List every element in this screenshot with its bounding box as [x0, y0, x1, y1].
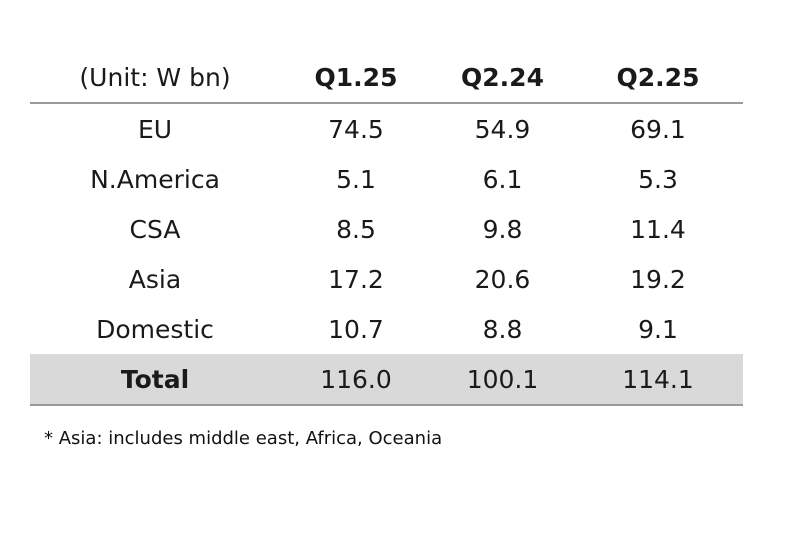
table-cell: 11.4: [630, 214, 686, 244]
table-cell: 69.1: [630, 114, 686, 144]
table-cell: 6.1: [482, 164, 523, 194]
total-row: Total 116.0 100.1 114.1: [30, 354, 743, 404]
column-header-q1-25: Q1.25: [314, 62, 398, 92]
table-cell: 8.8: [482, 314, 523, 344]
table-cell: 9.1: [638, 314, 678, 344]
table-row: CSA 8.5 9.8 11.4: [30, 204, 743, 254]
column-header-q2-25: Q2.25: [616, 62, 700, 92]
table-row: EU 74.5 54.9 69.1: [30, 104, 743, 154]
table-cell: 8.5: [336, 214, 376, 244]
table-cell: 54.9: [474, 114, 531, 144]
table-cell: 9.8: [482, 214, 523, 244]
table-cell: 5.3: [638, 164, 678, 194]
table-cell: 5.1: [336, 164, 376, 194]
unit-label: (Unit: W bn): [79, 62, 231, 92]
total-cell: 116.0: [320, 364, 392, 394]
total-label: Total: [120, 364, 190, 394]
table-row: Asia 17.2 20.6 19.2: [30, 254, 743, 304]
row-label: Domestic: [96, 314, 214, 344]
column-header-q2-24: Q2.24: [461, 62, 544, 92]
table-cell: 74.5: [328, 114, 384, 144]
regional-sales-table: (Unit: W bn) Q1.25 Q2.24 Q2.25 EU 74.5 5…: [30, 52, 743, 406]
footnote: * Asia: includes middle east, Africa, Oc…: [44, 428, 443, 449]
table-header-row: (Unit: W bn) Q1.25 Q2.24 Q2.25: [30, 52, 743, 102]
table-cell: 19.2: [630, 264, 686, 294]
total-cell: 100.1: [466, 364, 539, 394]
bottom-divider: [30, 404, 743, 406]
table-cell: 20.6: [474, 264, 531, 294]
table-row: Domestic 10.7 8.8 9.1: [30, 304, 743, 354]
row-label: Asia: [128, 264, 182, 294]
row-label: CSA: [129, 214, 181, 244]
header-divider: [30, 102, 743, 104]
row-label: EU: [137, 114, 173, 144]
table-row: N.America 5.1 6.1 5.3: [30, 154, 743, 204]
row-label: N.America: [90, 164, 220, 194]
table-cell: 17.2: [328, 264, 384, 294]
total-cell: 114.1: [622, 364, 694, 394]
table-cell: 10.7: [328, 314, 384, 344]
